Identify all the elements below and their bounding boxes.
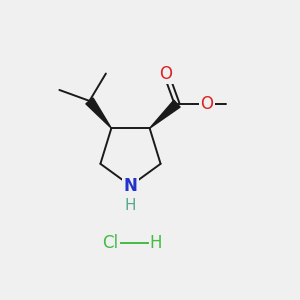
Text: Cl: Cl: [102, 234, 118, 252]
Polygon shape: [150, 100, 180, 128]
Text: H: H: [125, 198, 136, 213]
Text: N: N: [124, 177, 137, 195]
Polygon shape: [86, 98, 111, 128]
Text: H: H: [150, 234, 162, 252]
Text: O: O: [160, 64, 172, 82]
Text: O: O: [201, 94, 214, 112]
